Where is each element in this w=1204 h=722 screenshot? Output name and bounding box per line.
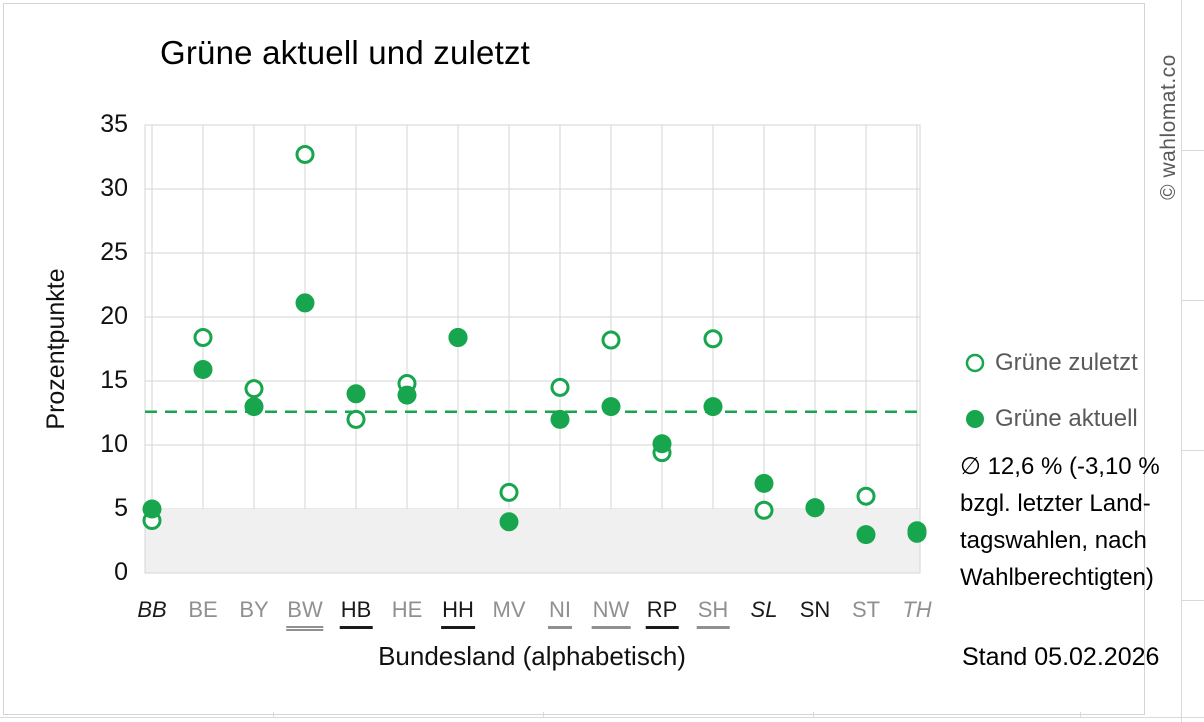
y-tick-label: 15 [100,366,128,394]
x-label-text: BY [239,597,269,622]
excel-gridline-stub [1181,150,1204,151]
point-zuletzt-SL [754,500,774,520]
x-label-HE: HE [391,597,424,626]
excel-gridline-tick [1080,712,1081,718]
legend-item-aktuell: Grüne aktuell [962,402,1138,436]
legend-label-zuletzt: Grüne zuletzt [995,349,1138,376]
x-label-NW: NW [591,597,631,629]
y-axis-tick-labels: 0 5 10 15 20 25 30 35 [0,0,140,722]
excel-gridline-stub [1181,300,1204,301]
point-aktuell-BY [244,397,264,417]
threshold-band [145,509,920,573]
x-label-SN: SN [799,597,832,626]
open-circle-icon [965,353,985,373]
point-aktuell-NI [550,409,570,429]
chart-title: Grüne aktuell und zuletzt [160,34,531,71]
point-aktuell-ST [856,525,876,545]
y-tick-label: 10 [100,430,128,458]
x-axis-category-labels: BB BE BY BW HB HE HH MV NI NW RP SH SL SN ST TH [0,597,1204,631]
legend-item-zuletzt: Grüne zuletzt [962,346,1138,380]
x-axis-title: Bundesland (alphabetisch) [378,641,686,671]
point-aktuell-BW [295,293,315,313]
excel-gridline-tick [543,712,544,718]
x-label-text: SL [750,597,778,622]
x-label-HB: HB [339,597,373,629]
x-label-BE: BE [187,597,218,626]
point-zuletzt-BE [193,327,213,347]
x-label-text: BB [137,597,167,622]
point-zuletzt-HB [346,409,366,429]
x-label-text: BE [188,597,218,622]
x-label-MV: MV [492,597,527,626]
excel-gridline-tick [813,712,814,718]
point-aktuell-NW [601,397,621,417]
excel-gridline-tick [273,712,274,718]
x-label-text: RP [645,597,679,629]
x-label-ST: ST [851,597,881,626]
point-zuletzt-ST [856,486,876,506]
x-label-BY: BY [238,597,269,626]
x-label-BB: BB [136,597,167,626]
x-label-SH: SH [696,597,730,629]
x-label-text: HB [339,597,373,629]
x-label-NI: NI [548,597,572,629]
excel-gridline-stub [1181,600,1204,601]
excel-gridline-bottom [0,717,1204,718]
legend: Grüne zuletzt Grüne aktuell [962,346,1138,458]
x-label-text: MV [492,597,526,622]
x-label-text: TH [902,597,932,622]
x-label-HH: HH [441,597,475,629]
point-aktuell-HH [448,327,468,347]
point-aktuell-BB [142,499,162,519]
excel-gridline-stub [1181,450,1204,451]
point-zuletzt-NI [550,377,570,397]
x-label-text: ST [851,597,881,622]
mean-annotation: ∅ 12,6 % (-3,10 % bzgl. letzter Land- ta… [960,453,1160,591]
x-label-text: NW [591,597,631,629]
point-aktuell-HE [397,385,417,405]
point-zuletzt-MV [499,482,519,502]
x-label-RP: RP [645,597,679,629]
y-tick-label: 25 [100,238,128,266]
stand-date: Stand 05.02.2026 [962,643,1160,671]
point-zuletzt-BY [244,379,264,399]
filled-circle-icon [966,410,984,428]
point-aktuell-TH [907,523,927,543]
legend-label-aktuell: Grüne aktuell [995,405,1138,432]
y-tick-label: 5 [114,494,128,522]
point-aktuell-SH [703,397,723,417]
x-label-text: NI [548,597,572,629]
x-label-text: SH [696,597,730,629]
point-zuletzt-NW [601,330,621,350]
y-tick-label: 35 [100,110,128,138]
watermark: © wahlomat.co [1157,54,1180,200]
y-tick-label: 20 [100,302,128,330]
x-label-text: SN [799,597,831,622]
x-label-text: HH [441,597,475,629]
point-zuletzt-SH [703,329,723,349]
point-zuletzt-BW [295,144,315,164]
point-aktuell-SL [754,473,774,493]
x-label-text: BW [286,597,324,631]
plot-border [144,124,921,574]
x-label-TH: TH [901,597,932,626]
point-aktuell-SN [805,498,825,518]
point-aktuell-MV [499,512,519,532]
y-tick-label: 30 [100,174,128,202]
point-aktuell-HB [346,384,366,404]
x-label-SL: SL [750,597,779,626]
y-tick-label: 0 [114,558,128,586]
point-aktuell-RP [652,434,672,454]
x-label-text: HE [391,597,423,622]
x-label-BW: BW [286,597,324,631]
excel-gridline-right [1181,0,1182,722]
point-aktuell-BE [193,359,213,379]
